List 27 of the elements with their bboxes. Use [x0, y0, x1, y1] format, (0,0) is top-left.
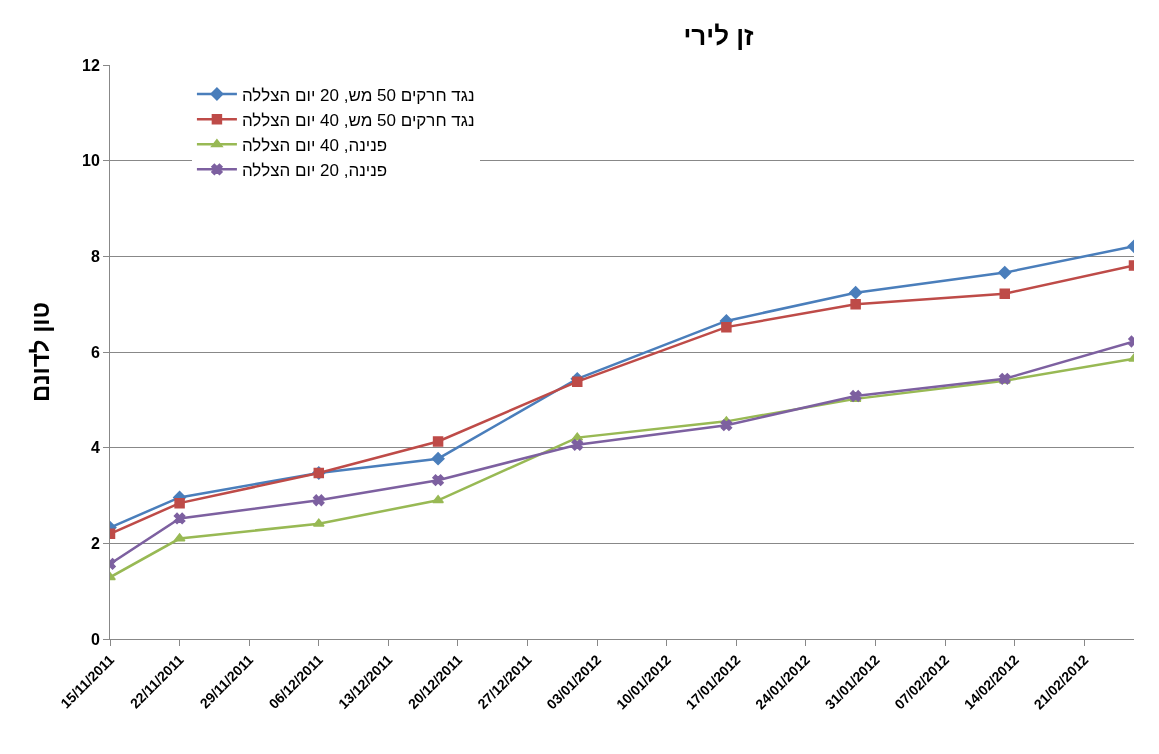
y-tick-label: 8 [90, 247, 100, 265]
y-tick-label: 10 [82, 152, 100, 170]
point [998, 266, 1012, 280]
point [571, 438, 584, 451]
point [999, 288, 1011, 299]
y-axis-title: טון לדונם [27, 301, 55, 403]
y-tick-label: 12 [82, 56, 100, 74]
y-tick-label: 2 [90, 534, 100, 552]
y-tick-label: 4 [90, 439, 100, 457]
legend-label: נגד חרקים 50 מש, 40 יום הצללה [241, 110, 475, 130]
point [432, 474, 444, 487]
legend-label: נגד חרקים 50 מש, 20 יום הצללה [241, 85, 475, 105]
y-tick-label: 6 [90, 343, 100, 361]
point [572, 376, 583, 387]
point [174, 497, 185, 509]
point [850, 298, 861, 310]
point [312, 494, 325, 507]
legend-label: פנינה, 40 יום הצללה [241, 135, 388, 155]
point [849, 286, 863, 300]
y-tick-label: 0 [90, 630, 100, 648]
point [432, 436, 444, 447]
chart-title: זן לירי [683, 20, 755, 51]
point [431, 452, 445, 466]
point [173, 512, 186, 525]
point [720, 419, 733, 432]
legend-label: פנינה, 20 יום הצללה [241, 160, 388, 180]
point [721, 321, 732, 333]
